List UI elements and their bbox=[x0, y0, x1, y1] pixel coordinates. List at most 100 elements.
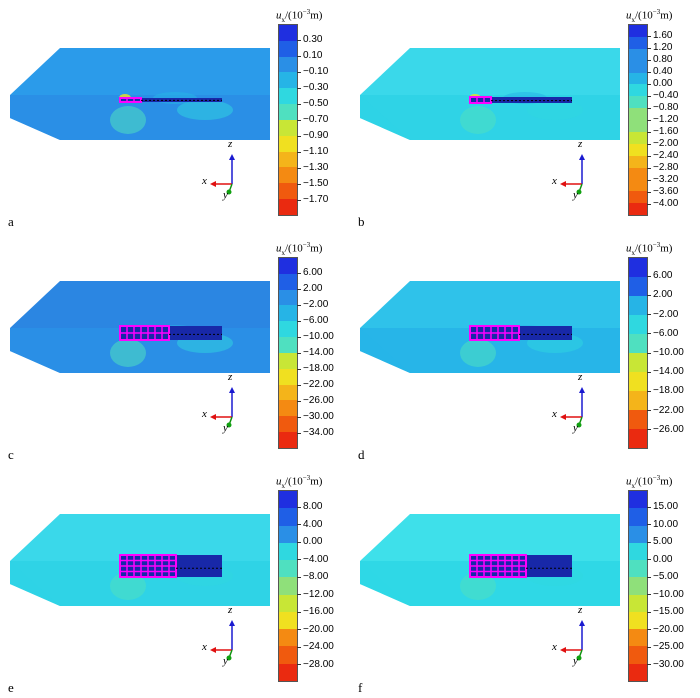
colorbar-tick: −3.20 bbox=[646, 174, 679, 185]
colorbar-tick: −0.30 bbox=[296, 82, 329, 93]
colorbar-band bbox=[629, 629, 647, 647]
colorbar-tick: −0.50 bbox=[296, 98, 329, 109]
colorbar-tick: −4.00 bbox=[296, 553, 329, 565]
colorbar-band bbox=[279, 352, 297, 369]
axis-label-z: z bbox=[578, 371, 583, 383]
colorbar-tick: 6.00 bbox=[296, 267, 323, 278]
colorbar-band bbox=[629, 120, 647, 132]
colorbar-band bbox=[279, 151, 297, 168]
colorbar-band bbox=[629, 108, 647, 120]
colorbar-tick: −0.90 bbox=[296, 130, 329, 141]
axis-label-y: y bbox=[573, 189, 578, 201]
colorbar-band bbox=[279, 135, 297, 152]
colorbar-band bbox=[279, 611, 297, 630]
colorbar-tick: −30.00 bbox=[297, 411, 334, 422]
colorbar-tick: −5.00 bbox=[646, 571, 679, 583]
axis-label-x: x bbox=[552, 408, 557, 420]
colorbar-tick: −26.00 bbox=[297, 395, 334, 406]
colorbar-band bbox=[629, 508, 647, 526]
panel-label: e bbox=[8, 680, 14, 695]
colorbar-tick: −6.00 bbox=[296, 315, 329, 326]
axis-triad bbox=[210, 154, 235, 195]
colorbar-band bbox=[629, 96, 647, 109]
colorbar bbox=[278, 490, 298, 682]
colorbar-band bbox=[629, 560, 647, 578]
colorbar-tick: −1.30 bbox=[296, 162, 329, 173]
colorbar-band bbox=[279, 368, 297, 385]
colorbar-band bbox=[279, 167, 297, 184]
colorbar-band bbox=[629, 155, 647, 168]
colorbar-tick: −22.00 bbox=[297, 379, 334, 390]
colorbar-band bbox=[279, 258, 297, 274]
colorbar-tick: −24.00 bbox=[297, 641, 334, 653]
model-view bbox=[10, 514, 270, 661]
colorbar-band bbox=[629, 72, 647, 85]
colorbar-tick: 0.10 bbox=[296, 50, 323, 61]
axis-triad bbox=[210, 620, 235, 661]
colorbar-tick: −10.00 bbox=[647, 588, 684, 600]
slab-top-face bbox=[360, 514, 620, 561]
colorbar-band bbox=[279, 25, 297, 41]
colorbar-tick: −1.10 bbox=[296, 146, 329, 157]
slab-top-face bbox=[360, 281, 620, 328]
colorbar-band bbox=[279, 40, 297, 57]
colorbar-band bbox=[629, 525, 647, 543]
colorbar-tick: −1.60 bbox=[646, 126, 679, 137]
colorbar-band bbox=[279, 400, 297, 417]
axis-label-x: x bbox=[552, 641, 557, 653]
legend-title: ux/(10−3m) bbox=[276, 474, 323, 490]
colorbar-tick: −0.70 bbox=[296, 114, 329, 125]
colorbar-tick: −2.40 bbox=[646, 150, 679, 161]
axis-label-x: x bbox=[202, 641, 207, 653]
axis-label-z: z bbox=[228, 371, 233, 383]
panel-d: x y z d ux/(10−3m) 6.00 2.00 −2.00 −6.00 −10.00 −1… bbox=[350, 233, 695, 465]
colorbar-band bbox=[279, 72, 297, 89]
colorbar-band bbox=[629, 296, 647, 315]
colorbar-tick: −4.00 bbox=[646, 198, 679, 209]
axis-label-y: y bbox=[573, 422, 578, 434]
legend-title: ux/(10−3m) bbox=[276, 241, 323, 257]
axis-triad bbox=[560, 154, 585, 195]
panel-label: a bbox=[8, 214, 14, 229]
colorbar-tick: −10.00 bbox=[297, 331, 334, 342]
colorbar-band bbox=[279, 88, 297, 105]
colorbar-tick: −2.00 bbox=[646, 138, 679, 149]
colorbar-band bbox=[629, 191, 647, 204]
colorbar-band bbox=[629, 410, 647, 429]
colorbar-tick: −1.70 bbox=[296, 194, 329, 205]
colorbar-tick: 15.00 bbox=[646, 501, 679, 513]
support-grid bbox=[469, 96, 492, 104]
support-grid bbox=[469, 554, 527, 578]
colorbar-tick: −14.00 bbox=[297, 347, 334, 358]
colorbar-tick: 0.40 bbox=[646, 66, 673, 77]
colorbar bbox=[628, 257, 648, 449]
axis-label-y: y bbox=[223, 189, 228, 201]
model-view bbox=[10, 281, 270, 428]
legend-title: ux/(10−3m) bbox=[276, 8, 323, 24]
colorbar-tick: −30.00 bbox=[647, 658, 684, 670]
colorbar-tick: 2.00 bbox=[646, 289, 673, 301]
colorbar-band bbox=[279, 321, 297, 338]
colorbar-band bbox=[629, 429, 647, 448]
colorbar-band bbox=[279, 491, 297, 509]
colorbar-tick: −0.80 bbox=[646, 102, 679, 113]
colorbar-tick: 0.00 bbox=[646, 553, 673, 565]
colorbar-band bbox=[629, 611, 647, 630]
axis-label-y: y bbox=[223, 422, 228, 434]
axis-label-z: z bbox=[228, 604, 233, 616]
colorbar-tick: 1.60 bbox=[646, 30, 673, 41]
axis-label-x: x bbox=[202, 408, 207, 420]
colorbar-band bbox=[629, 179, 647, 192]
colorbar-tick: −0.10 bbox=[296, 66, 329, 77]
colorbar-tick: 6.00 bbox=[646, 270, 673, 282]
panel-label: d bbox=[358, 447, 365, 462]
panel-label: c bbox=[8, 447, 14, 462]
support-grid bbox=[119, 554, 177, 578]
colorbar-band bbox=[279, 629, 297, 647]
colorbar-tick: −15.00 bbox=[647, 606, 684, 618]
axis-label-z: z bbox=[228, 138, 233, 150]
colorbar-band bbox=[629, 36, 647, 49]
colorbar-band bbox=[629, 353, 647, 372]
colorbar-tick: −2.00 bbox=[646, 308, 679, 320]
colorbar-tick: 1.20 bbox=[646, 42, 673, 53]
